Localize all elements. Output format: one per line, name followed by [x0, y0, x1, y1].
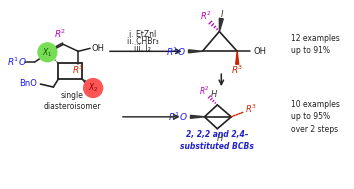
Text: $R^2$: $R^2$: [199, 85, 210, 97]
Text: 12 examples
up to 91%: 12 examples up to 91%: [291, 34, 339, 55]
Text: OH: OH: [253, 47, 267, 56]
Text: $R^3$: $R^3$: [231, 64, 244, 76]
Polygon shape: [219, 18, 223, 32]
Text: $X_1$: $X_1$: [42, 46, 53, 59]
Text: $R^3$: $R^3$: [245, 103, 257, 115]
Polygon shape: [82, 79, 89, 85]
Text: I: I: [221, 10, 223, 19]
Text: H: H: [211, 91, 217, 99]
Text: 10 examples
up to 95%
over 2 steps: 10 examples up to 95% over 2 steps: [291, 100, 340, 134]
Text: iii. I₂: iii. I₂: [135, 44, 151, 53]
Polygon shape: [236, 51, 239, 64]
Text: OH: OH: [92, 44, 104, 53]
Circle shape: [38, 43, 57, 62]
Text: single
diasteroisomer: single diasteroisomer: [44, 91, 101, 111]
Text: $R^1O$: $R^1O$: [166, 45, 185, 57]
Text: i. EtZnI: i. EtZnI: [129, 30, 156, 39]
Text: ii. CHBr₃: ii. CHBr₃: [127, 37, 159, 46]
Text: $R^1O$: $R^1O$: [7, 56, 27, 68]
Polygon shape: [190, 115, 204, 118]
Polygon shape: [189, 50, 202, 53]
Text: $R^2$: $R^2$: [54, 27, 67, 40]
Text: $R^1O$: $R^1O$: [168, 111, 188, 123]
Text: BnO: BnO: [19, 79, 38, 88]
Text: H: H: [217, 134, 223, 143]
Circle shape: [84, 79, 103, 98]
Text: 2, 2,2 and 2,4–
substituted BCBs: 2, 2,2 and 2,4– substituted BCBs: [181, 130, 254, 151]
Text: $R^2$: $R^2$: [200, 9, 211, 22]
Text: $R^3$: $R^3$: [72, 64, 84, 76]
Text: $X_2$: $X_2$: [88, 82, 98, 94]
